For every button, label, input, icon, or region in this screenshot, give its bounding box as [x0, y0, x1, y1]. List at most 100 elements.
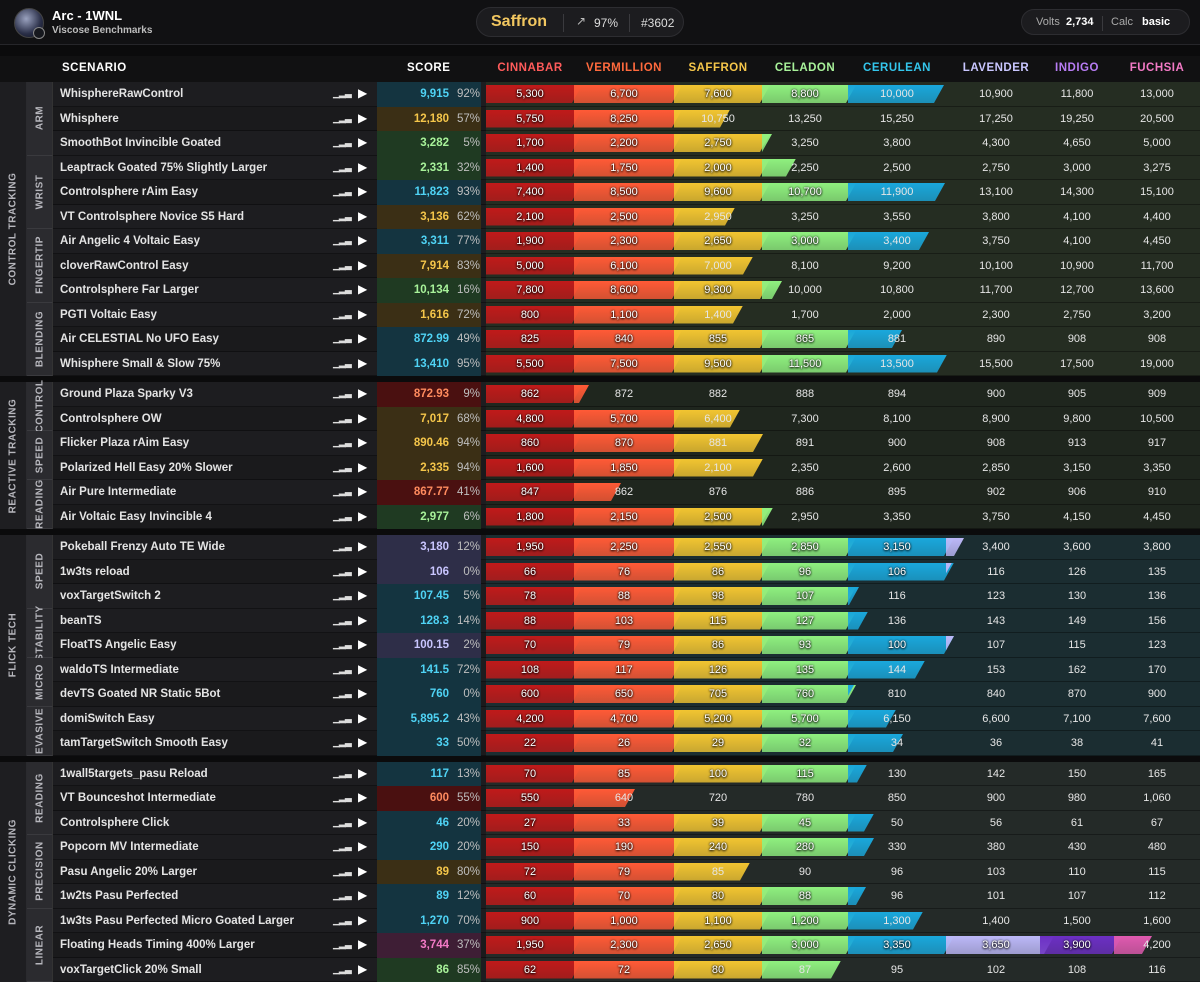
play-icon[interactable]: ▶ [358, 913, 367, 927]
signal-bars-icon[interactable]: ▁▂▃ [333, 841, 351, 852]
play-icon[interactable]: ▶ [358, 564, 367, 578]
signal-bars-icon[interactable]: ▁▂▃ [333, 284, 351, 295]
signal-bars-icon[interactable]: ▁▂▃ [333, 511, 351, 522]
play-icon[interactable]: ▶ [358, 460, 367, 474]
signal-bars-icon[interactable]: ▁▂▃ [333, 162, 351, 173]
scenario-name[interactable]: Ground Plaza Sparky V3 [60, 388, 193, 400]
play-icon[interactable]: ▶ [358, 613, 367, 627]
scenario-name[interactable]: 1w3ts reload [60, 566, 130, 578]
scenario-name[interactable]: Polarized Hell Easy 20% Slower [60, 462, 233, 474]
play-icon[interactable]: ▶ [358, 662, 367, 676]
scenario-name[interactable]: VT Bounceshot Intermediate [60, 792, 216, 804]
play-icon[interactable]: ▶ [358, 962, 367, 976]
play-icon[interactable]: ▶ [358, 735, 367, 749]
scenario-name[interactable]: Pasu Angelic 20% Larger [60, 866, 197, 878]
calc-select[interactable]: basic [1142, 16, 1170, 28]
table-row[interactable]: Leaptrack Goated 75% Slightly Larger▁▂▃▶… [53, 156, 1200, 181]
play-icon[interactable]: ▶ [358, 790, 367, 804]
signal-bars-icon[interactable]: ▁▂▃ [333, 792, 351, 803]
scenario-name[interactable]: Controlsphere OW [60, 413, 162, 425]
table-row[interactable]: Floating Heads Timing 400% Larger▁▂▃▶3,7… [53, 933, 1200, 958]
scenario-name[interactable]: Flicker Plaza rAim Easy [60, 437, 189, 449]
play-icon[interactable]: ▶ [358, 766, 367, 780]
play-icon[interactable]: ▶ [358, 86, 367, 100]
scenario-name[interactable]: Controlsphere Far Larger [60, 284, 199, 296]
play-icon[interactable]: ▶ [358, 435, 367, 449]
scenario-name[interactable]: Pokeball Frenzy Auto TE Wide [60, 541, 225, 553]
signal-bars-icon[interactable]: ▁▂▃ [333, 541, 351, 552]
signal-bars-icon[interactable]: ▁▂▃ [333, 113, 351, 124]
scenario-name[interactable]: VT Controlsphere Novice S5 Hard [60, 211, 244, 223]
scenario-name[interactable]: WhisphereRawControl [60, 88, 183, 100]
signal-bars-icon[interactable]: ▁▂▃ [333, 462, 351, 473]
signal-bars-icon[interactable]: ▁▂▃ [333, 388, 351, 399]
signal-bars-icon[interactable]: ▁▂▃ [333, 939, 351, 950]
signal-bars-icon[interactable]: ▁▂▃ [333, 866, 351, 877]
play-icon[interactable]: ▶ [358, 307, 367, 321]
play-icon[interactable]: ▶ [358, 864, 367, 878]
play-icon[interactable]: ▶ [358, 937, 367, 951]
scenario-name[interactable]: 1w3ts Pasu Perfected Micro Goated Larger [60, 915, 294, 927]
play-icon[interactable]: ▶ [358, 209, 367, 223]
play-icon[interactable]: ▶ [358, 686, 367, 700]
scenario-name[interactable]: PGTI Voltaic Easy [60, 309, 157, 321]
play-icon[interactable]: ▶ [358, 711, 367, 725]
play-icon[interactable]: ▶ [358, 233, 367, 247]
scenario-name[interactable]: Whisphere Small & Slow 75% [60, 358, 220, 370]
scenario-name[interactable]: FloatTS Angelic Easy [60, 639, 177, 651]
play-icon[interactable]: ▶ [358, 160, 367, 174]
scenario-name[interactable]: SmoothBot Invincible Goated [60, 137, 221, 149]
signal-bars-icon[interactable]: ▁▂▃ [333, 664, 351, 675]
scenario-name[interactable]: 1wall5targets_pasu Reload [60, 768, 208, 780]
signal-bars-icon[interactable]: ▁▂▃ [333, 137, 351, 148]
play-icon[interactable]: ▶ [358, 539, 367, 553]
scenario-name[interactable]: Controlsphere rAim Easy [60, 186, 198, 198]
signal-bars-icon[interactable]: ▁▂▃ [333, 358, 351, 369]
scenario-name[interactable]: voxTargetSwitch 2 [60, 590, 161, 602]
play-icon[interactable]: ▶ [358, 588, 367, 602]
play-icon[interactable]: ▶ [358, 282, 367, 296]
scenario-name[interactable]: cloverRawControl Easy [60, 260, 188, 272]
scenario-name[interactable]: Air Pure Intermediate [60, 486, 176, 498]
signal-bars-icon[interactable]: ▁▂▃ [333, 817, 351, 828]
scenario-name[interactable]: Controlsphere Click [60, 817, 169, 829]
signal-bars-icon[interactable]: ▁▂▃ [333, 915, 351, 926]
play-icon[interactable]: ▶ [358, 637, 367, 651]
scenario-name[interactable]: Whisphere [60, 113, 119, 125]
signal-bars-icon[interactable]: ▁▂▃ [333, 260, 351, 271]
scenario-name[interactable]: Air CELESTIAL No UFO Easy [60, 333, 219, 345]
play-icon[interactable]: ▶ [358, 509, 367, 523]
play-icon[interactable]: ▶ [358, 111, 367, 125]
signal-bars-icon[interactable]: ▁▂▃ [333, 309, 351, 320]
signal-bars-icon[interactable]: ▁▂▃ [333, 713, 351, 724]
scenario-name[interactable]: tamTargetSwitch Smooth Easy [60, 737, 228, 749]
play-icon[interactable]: ▶ [358, 888, 367, 902]
signal-bars-icon[interactable]: ▁▂▃ [333, 688, 351, 699]
signal-bars-icon[interactable]: ▁▂▃ [333, 486, 351, 497]
scenario-name[interactable]: 1w2ts Pasu Perfected [60, 890, 178, 902]
scenario-name[interactable]: Air Angelic 4 Voltaic Easy [60, 235, 200, 247]
play-icon[interactable]: ▶ [358, 331, 367, 345]
signal-bars-icon[interactable]: ▁▂▃ [333, 413, 351, 424]
signal-bars-icon[interactable]: ▁▂▃ [333, 639, 351, 650]
